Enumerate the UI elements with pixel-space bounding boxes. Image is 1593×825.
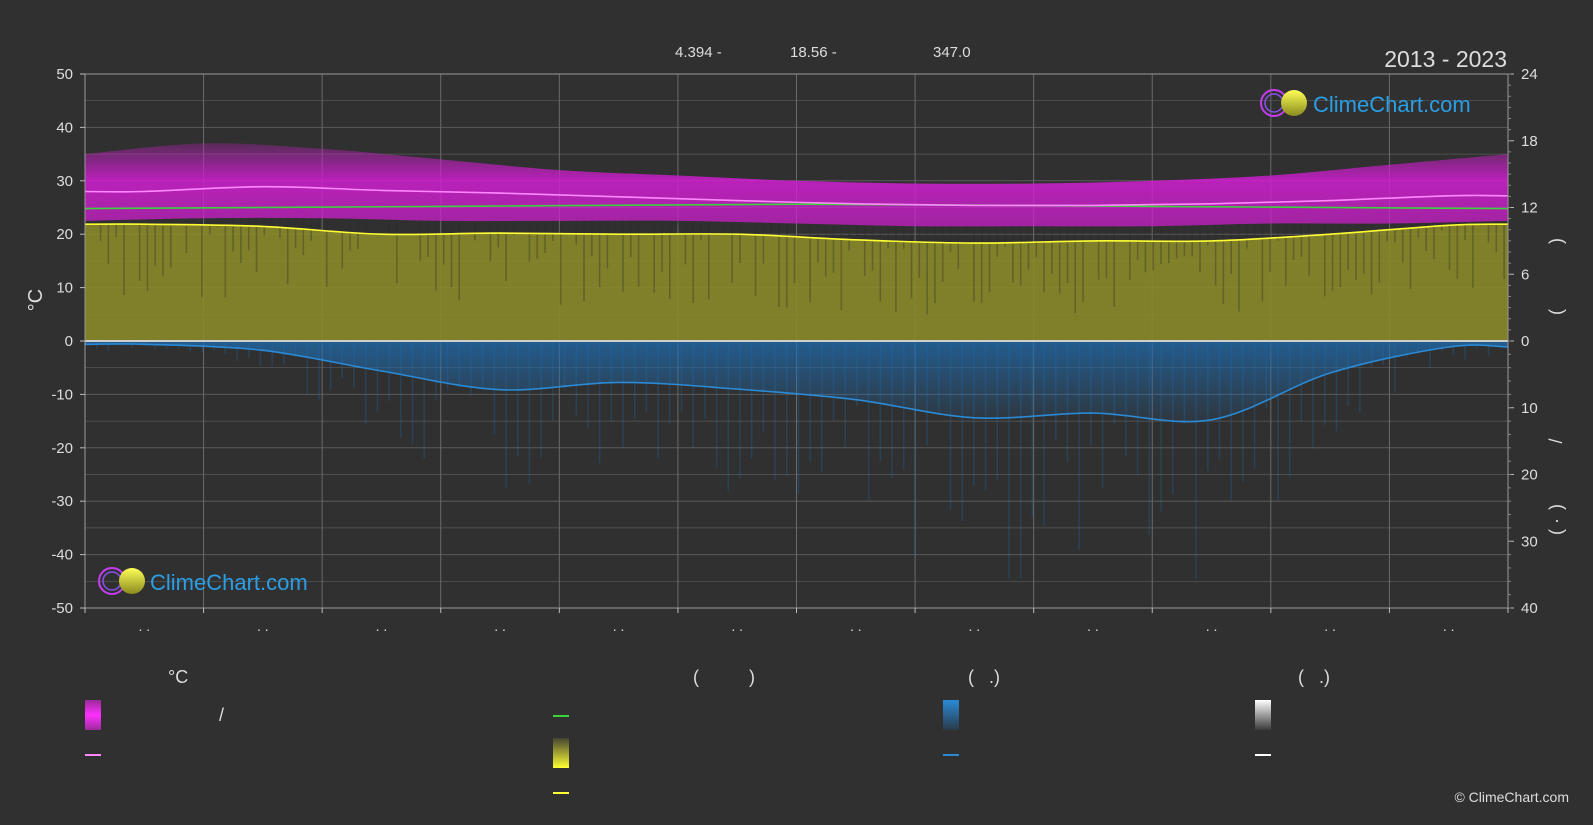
legend-header-sun: ( ) xyxy=(693,667,755,687)
precipitation-area xyxy=(85,341,1508,422)
header-stat-3: 347.0 xyxy=(933,44,971,61)
left-tick-label: 50 xyxy=(56,66,73,83)
header-stat-2: 18.56 - xyxy=(790,44,837,61)
month-tick-label: . . xyxy=(850,618,862,634)
legend-daylight-swatch xyxy=(553,715,569,717)
left-tick-label: 20 xyxy=(56,226,73,243)
logo-sun-icon xyxy=(119,568,145,594)
month-tick-label: . . xyxy=(1206,618,1218,634)
left-tick-label: -40 xyxy=(51,547,73,564)
legend-snow-mean-swatch xyxy=(1255,754,1271,756)
month-tick-label: . . xyxy=(613,618,625,634)
legend-header-rain: ( .) xyxy=(968,667,1000,687)
month-tick-label: . . xyxy=(1443,618,1455,634)
left-tick-label: -10 xyxy=(51,386,73,403)
month-tick-label: . . xyxy=(138,618,150,634)
temperature-mean-line xyxy=(84,185,1509,207)
month-tick-label: . . xyxy=(257,618,269,634)
legend-sunshine-mean-swatch xyxy=(553,792,569,794)
axes: 50 40 30 20 10 0 -10 -20 -30 -40 -50 24 18 12 6 0 10 20 30… xyxy=(51,66,1566,634)
legend-temp-mean-swatch xyxy=(85,754,101,756)
right-bottom-tick-label: 40 xyxy=(1521,600,1538,617)
logo-bottom-text: ClimeChart.com xyxy=(150,570,308,595)
legend-header-temperature: °C xyxy=(168,667,188,687)
right-axis-glyph: ( xyxy=(1546,309,1566,315)
logo-top: ClimeChart.com xyxy=(1260,89,1471,117)
month-tick-label: . . xyxy=(1087,618,1099,634)
right-top-tick-label: 6 xyxy=(1521,266,1529,283)
logo-sun-icon xyxy=(1281,90,1307,116)
left-tick-label: -20 xyxy=(51,440,73,457)
data-lines xyxy=(84,185,1509,423)
legend-temp-range-swatch xyxy=(85,700,101,730)
legend-snow-swatch xyxy=(1255,700,1271,730)
logo-top-text: ClimeChart.com xyxy=(1313,92,1471,117)
left-tick-label: 10 xyxy=(56,280,73,297)
right-axis-glyph: / xyxy=(1546,438,1566,443)
right-bottom-tick-label: 10 xyxy=(1521,400,1538,417)
copyright: © ClimeChart.com xyxy=(1454,789,1569,805)
left-tick-label: 40 xyxy=(56,119,73,136)
right-axis-glyph: ( xyxy=(1546,529,1566,535)
left-tick-label: 30 xyxy=(56,173,73,190)
header-stat-1: 4.394 - xyxy=(675,44,722,61)
right-bottom-tick-label: 20 xyxy=(1521,467,1538,484)
legend-header-snow: ( .) xyxy=(1298,667,1330,687)
month-tick-label: . . xyxy=(494,618,506,634)
left-tick-label: -50 xyxy=(51,600,73,617)
right-axis-glyph: ) xyxy=(1546,504,1566,510)
month-tick-label: . . xyxy=(969,618,981,634)
sunshine-area xyxy=(85,224,1508,341)
left-axis-label: °C xyxy=(25,289,47,311)
right-top-tick-label: 18 xyxy=(1521,133,1538,150)
right-top-tick-label: 0 xyxy=(1521,333,1529,350)
month-tick-label: . . xyxy=(731,618,743,634)
month-tick-label: . . xyxy=(376,618,388,634)
logo-bottom: ClimeChart.com xyxy=(98,567,308,595)
month-tick-label: . . xyxy=(1324,618,1336,634)
legend: °C ( ) ( .) ( .) / xyxy=(85,667,1330,794)
left-tick-label: -30 xyxy=(51,493,73,510)
precipitation-mean-line xyxy=(84,343,1509,423)
right-top-tick-label: 24 xyxy=(1521,66,1538,83)
legend-rain-mean-swatch xyxy=(943,754,959,756)
daylight-line xyxy=(84,203,1509,210)
sunshine-mean-line xyxy=(84,223,1509,244)
right-bottom-tick-label: 30 xyxy=(1521,533,1538,550)
legend-rain-swatch xyxy=(943,700,959,730)
logo-ring-inner-icon xyxy=(1264,93,1284,113)
legend-sunshine-swatch xyxy=(553,738,569,768)
left-tick-label: 0 xyxy=(65,333,73,350)
year-range-title: 2013 - 2023 xyxy=(1384,46,1507,72)
legend-temp-slash: / xyxy=(219,705,224,725)
right-axis-glyph: · xyxy=(1546,518,1566,524)
right-axis-glyph: ) xyxy=(1546,238,1566,244)
data-bands xyxy=(84,143,1508,579)
right-top-tick-label: 12 xyxy=(1521,200,1538,217)
temperature-range-band xyxy=(85,143,1508,227)
